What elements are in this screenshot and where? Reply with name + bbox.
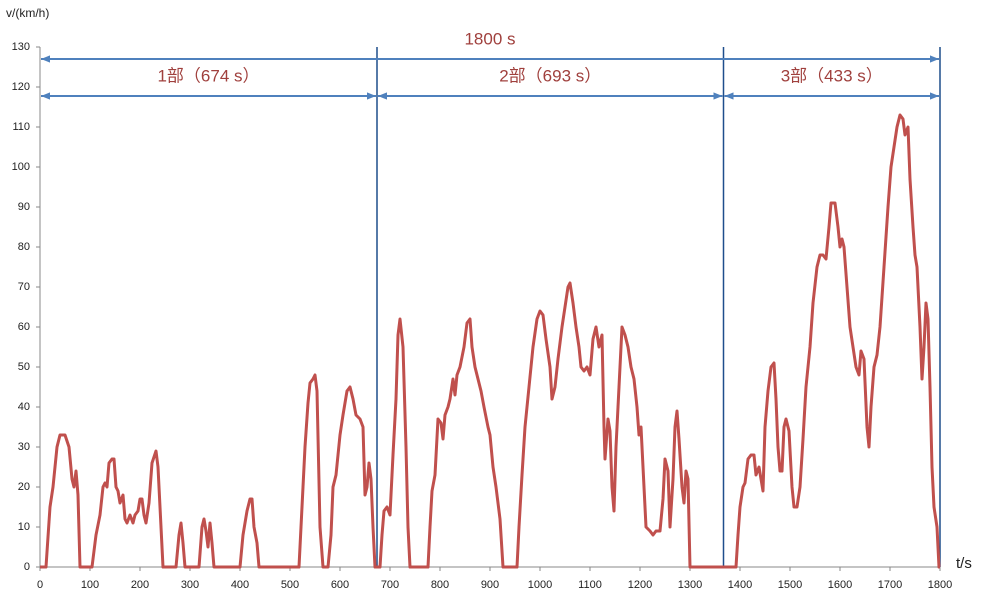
y-tick-label: 130 — [12, 41, 30, 53]
y-tick-label: 50 — [18, 361, 30, 373]
x-tick-label: 0 — [37, 579, 43, 591]
x-tick-label: 1400 — [728, 579, 752, 591]
x-tick-label: 300 — [181, 579, 199, 591]
y-tick-label: 100 — [12, 161, 30, 173]
span-label: 1部（674 s） — [157, 66, 259, 85]
span-label: 3部（433 s） — [781, 66, 883, 85]
x-tick-label: 1700 — [878, 579, 902, 591]
y-tick-label: 60 — [18, 321, 30, 333]
y-tick-label: 110 — [12, 121, 30, 133]
y-tick-label: 0 — [24, 561, 30, 573]
x-tick-label: 1000 — [528, 579, 552, 591]
x-tick-label: 700 — [381, 579, 399, 591]
x-tick-label: 1100 — [578, 579, 602, 591]
y-tick-label: 40 — [18, 401, 30, 413]
span-label: 2部（693 s） — [499, 66, 601, 85]
x-tick-label: 400 — [231, 579, 249, 591]
x-tick-label: 1200 — [628, 579, 652, 591]
x-tick-label: 900 — [481, 579, 499, 591]
x-tick-label: 1800 — [928, 579, 952, 591]
x-tick-label: 600 — [331, 579, 349, 591]
y-tick-label: 30 — [18, 441, 30, 453]
span-label: 1800 s — [464, 29, 515, 48]
x-tick-label: 1600 — [828, 579, 852, 591]
y-axis-title: v/(km/h) — [6, 6, 49, 20]
y-tick-label: 20 — [18, 481, 30, 493]
x-tick-label: 1500 — [778, 579, 802, 591]
x-tick-label: 100 — [81, 579, 99, 591]
y-tick-label: 70 — [18, 281, 30, 293]
y-tick-label: 80 — [18, 241, 30, 253]
y-tick-label: 90 — [18, 201, 30, 213]
x-tick-label: 500 — [281, 579, 299, 591]
x-axis-title: t/s — [956, 555, 972, 572]
x-tick-label: 800 — [431, 579, 449, 591]
speed-line — [40, 113, 941, 569]
x-tick-label: 200 — [131, 579, 149, 591]
y-tick-label: 120 — [12, 81, 30, 93]
y-tick-label: 10 — [18, 521, 30, 533]
x-tick-label: 1300 — [678, 579, 702, 591]
